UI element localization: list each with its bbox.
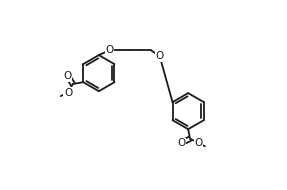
Text: O: O — [156, 51, 164, 61]
Text: O: O — [105, 45, 113, 55]
Text: O: O — [64, 88, 72, 98]
Text: O: O — [63, 71, 71, 82]
Text: O: O — [177, 139, 186, 148]
Text: O: O — [194, 138, 202, 147]
